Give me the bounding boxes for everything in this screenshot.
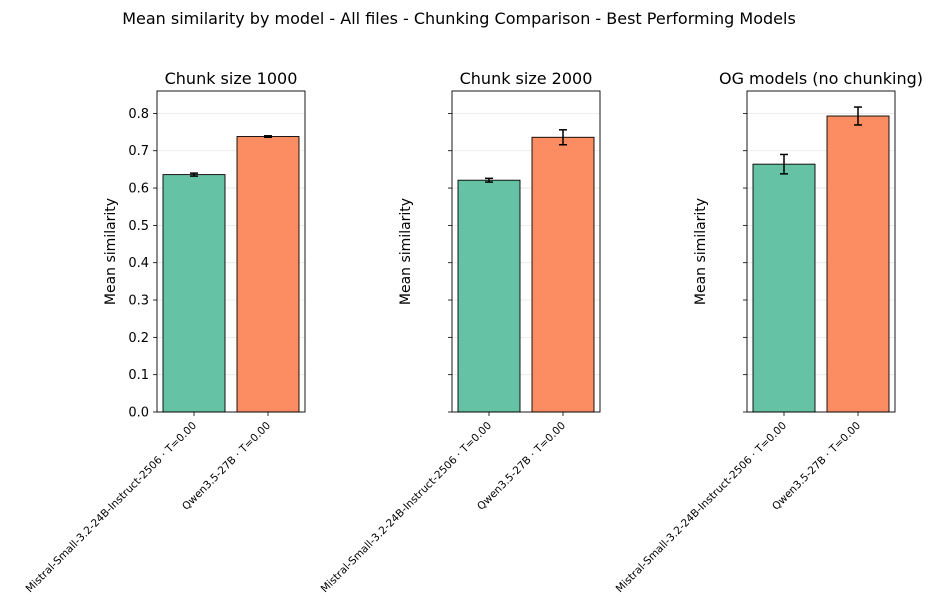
panels: 0.0 0.1 0.2 0.3 0.4 0.5 0.6 0.7 0.8 Mistral-Small… xyxy=(24,69,923,595)
axes-frame xyxy=(746,90,896,413)
y-tick-label: 0.3 xyxy=(128,294,149,309)
y-tick-label: 0.0 xyxy=(128,406,149,421)
axes-frame xyxy=(451,90,601,413)
figure-suptitle: Mean similarity by model - All files - C… xyxy=(122,9,796,28)
y-axis-label: Mean similarity xyxy=(398,198,414,305)
bar xyxy=(236,136,300,413)
bar xyxy=(752,163,816,413)
panel-title: Chunk size 1000 xyxy=(165,69,298,88)
x-tick-label: Qwen3.5-27B · T=0.00 xyxy=(770,420,863,513)
bar xyxy=(457,179,521,413)
chart-panel-2: Mistral-Small-3.2-24B-Instruct-2506 · T=… xyxy=(319,69,601,595)
chart-panel-1: 0.0 0.1 0.2 0.3 0.4 0.5 0.6 0.7 0.8 Mistral-Small… xyxy=(24,69,306,595)
y-axis-label: Mean similarity xyxy=(693,198,709,305)
x-tick-label: Qwen3.5-27B · T=0.00 xyxy=(475,420,568,513)
panel-title: Chunk size 2000 xyxy=(460,69,593,88)
y-axis-label: Mean similarity xyxy=(103,198,119,305)
chart-panel-3: Mistral-Small-3.2-24B-Instruct-2506 · T=… xyxy=(614,69,923,595)
y-tick-label: 0.8 xyxy=(128,107,149,122)
y-tick-label: 0.2 xyxy=(128,331,149,346)
bar xyxy=(531,136,595,413)
y-tick-label: 0.7 xyxy=(128,144,149,159)
y-tick-label: 0.1 xyxy=(128,368,149,383)
y-tick-label: 0.5 xyxy=(128,219,149,234)
bar xyxy=(826,115,890,413)
x-tick-label: Mistral-Small-3.2-24B-Instruct-2506 · T=… xyxy=(319,420,494,595)
y-tick-label: 0.6 xyxy=(128,182,149,197)
y-tick-label: 0.4 xyxy=(128,256,149,271)
bar xyxy=(162,174,226,413)
x-tick-label: Qwen3.5-27B · T=0.00 xyxy=(180,420,273,513)
x-tick-label: Mistral-Small-3.2-24B-Instruct-2506 · T=… xyxy=(24,420,199,595)
x-tick-label: Mistral-Small-3.2-24B-Instruct-2506 · T=… xyxy=(614,420,789,595)
panel-title: OG models (no chunking) xyxy=(719,69,923,88)
axes-frame xyxy=(156,90,306,413)
